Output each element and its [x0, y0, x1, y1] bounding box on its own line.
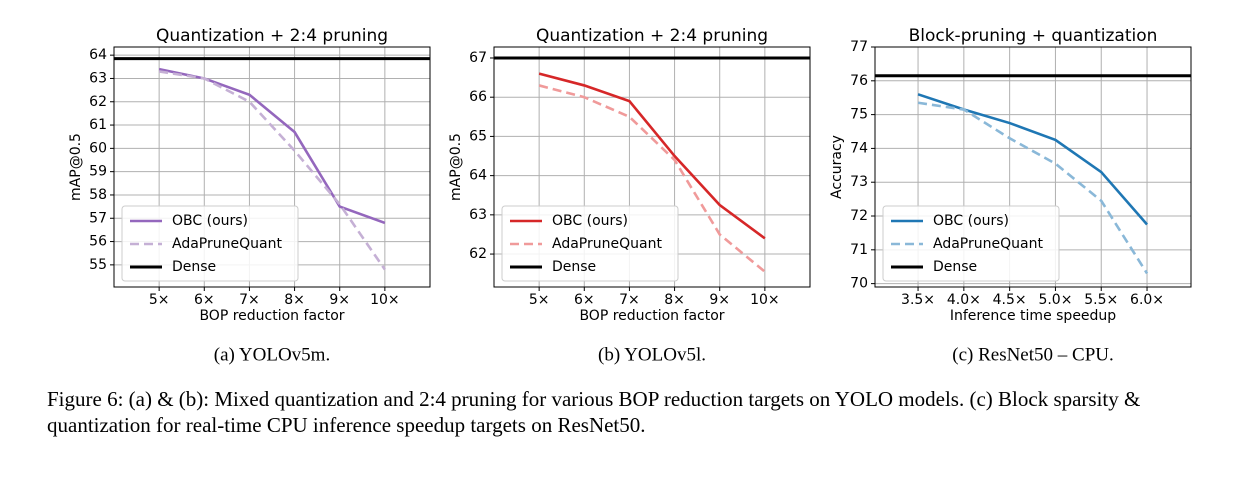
y-tick-label: 65 [469, 128, 487, 144]
y-tick-label: 62 [89, 94, 107, 110]
x-tick-label: 6.0× [1130, 292, 1164, 308]
series-line [158, 70, 386, 271]
x-axis-label: BOP reduction factor [579, 308, 724, 324]
x-tick-label: 4.5× [993, 292, 1027, 308]
y-tick-label: 64 [469, 168, 487, 184]
subcaption: (c) ResNet50 – CPU. [952, 344, 1113, 365]
legend-label: Dense [933, 259, 977, 275]
x-tick-label: 4.0× [947, 292, 981, 308]
x-tick-label: 6× [574, 292, 595, 308]
series-line [917, 101, 1149, 275]
legend-box [882, 205, 1060, 282]
x-tick-label: 8× [284, 292, 305, 308]
legend-label: OBC (ours) [933, 213, 1009, 229]
x-tick-label: 6× [194, 292, 215, 308]
plot-frame [493, 46, 811, 288]
x-axis-label: Inference time speedup [950, 308, 1116, 324]
chart-title: Quantization + 2:4 pruning [156, 26, 388, 46]
y-axis-label: Accuracy [829, 135, 845, 199]
legend-label: AdaPruneQuant [552, 236, 662, 252]
y-tick-label: 72 [850, 208, 868, 224]
legend-label: OBC (ours) [172, 213, 248, 229]
y-tick-label: 73 [850, 174, 868, 190]
legend-label: AdaPruneQuant [172, 236, 282, 252]
y-tick-label: 55 [89, 257, 107, 273]
figure-caption: Figure 6: (a) & (b): Mixed quantization … [47, 387, 1141, 437]
y-tick-label: 62 [469, 246, 487, 262]
y-tick-label: 67 [469, 50, 487, 66]
x-tick-label: 10× [750, 292, 780, 308]
y-tick-label: 74 [850, 140, 868, 156]
series-line [158, 67, 386, 225]
y-tick-label: 59 [89, 164, 107, 180]
y-tick-label: 57 [89, 210, 107, 226]
x-tick-label: 3.5× [901, 292, 935, 308]
legend-label: Dense [552, 259, 596, 275]
x-tick-label: 9× [329, 292, 350, 308]
x-tick-label: 10× [370, 292, 400, 308]
x-tick-label: 9× [709, 292, 730, 308]
subcaption: (b) YOLOv5l. [598, 344, 706, 365]
legend-box [121, 205, 299, 282]
legend-label: AdaPruneQuant [933, 236, 1043, 252]
y-tick-label: 77 [850, 39, 868, 55]
subcaption: (a) YOLOv5m. [214, 344, 330, 365]
legend-box [501, 205, 679, 282]
x-tick-label: 5× [149, 292, 170, 308]
x-axis-label: BOP reduction factor [199, 308, 344, 324]
y-tick-label: 63 [469, 207, 487, 223]
x-tick-label: 7× [239, 292, 260, 308]
chart-title: Quantization + 2:4 pruning [536, 26, 768, 46]
y-tick-label: 66 [469, 89, 487, 105]
figure: 55 56 57 58 59 60 61 62 63 64 5× 6× 7× 8× 9× 10× OBC (ou… [68, 26, 1192, 365]
chart-title: Block-pruning + quantization [909, 26, 1158, 46]
legend-label: OBC (ours) [552, 213, 628, 229]
y-tick-label: 63 [89, 70, 107, 86]
y-tick-label: 70 [850, 276, 868, 292]
legend-label: Dense [172, 259, 216, 275]
plot-frame [874, 46, 1192, 288]
x-tick-label: 7× [619, 292, 640, 308]
x-tick-label: 8× [664, 292, 685, 308]
x-tick-label: 5.5× [1084, 292, 1118, 308]
y-tick-label: 61 [89, 117, 107, 133]
series-line [538, 72, 766, 240]
y-tick-label: 64 [89, 47, 107, 63]
series-line [917, 93, 1149, 226]
y-axis-label: mAP@0.5 [68, 133, 84, 201]
y-tick-label: 58 [89, 187, 107, 203]
y-axis-label: mAP@0.5 [448, 133, 464, 201]
series-line [538, 84, 766, 273]
x-tick-label: 5× [529, 292, 550, 308]
plot-frame [113, 46, 431, 288]
y-tick-label: 71 [850, 242, 868, 258]
y-tick-label: 76 [850, 73, 868, 89]
y-tick-label: 60 [89, 140, 107, 156]
y-tick-label: 75 [850, 107, 868, 123]
y-tick-label: 56 [89, 234, 107, 250]
x-tick-label: 5.0× [1038, 292, 1072, 308]
